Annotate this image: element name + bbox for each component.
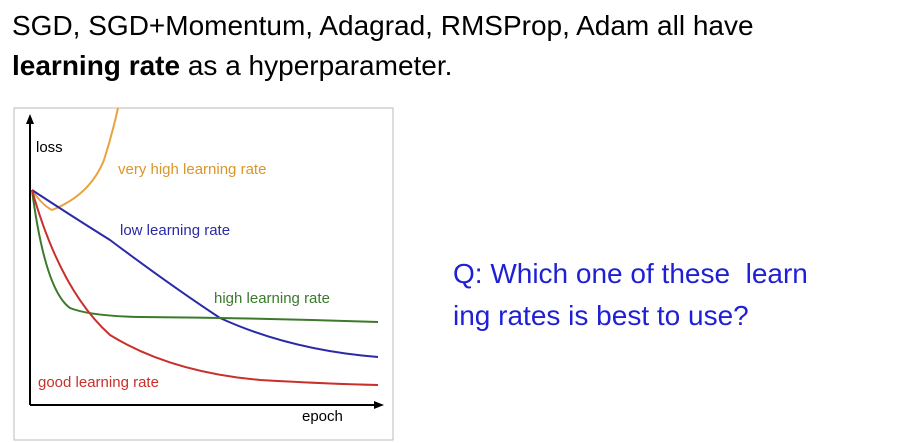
curve <box>31 189 379 323</box>
figure-frame <box>13 107 394 441</box>
header-line: SGD, SGD+Momentum, Adagrad, RMSProp, Ada… <box>12 10 754 42</box>
curve-label: very high learning rate <box>118 161 266 178</box>
curve-label: low learning rate <box>120 222 230 239</box>
header-line: learning rate as a hyperparameter. <box>12 50 452 82</box>
y-label: loss <box>36 139 63 156</box>
question-line: ing rates is best to use? <box>453 300 749 331</box>
curve-label: high learning rate <box>214 290 330 307</box>
arrow <box>26 114 34 124</box>
curve-label: good learning rate <box>38 374 159 391</box>
header-text: SGD, SGD+Momentum, Adagrad, RMSProp, Ada… <box>12 10 754 41</box>
curve <box>31 107 119 212</box>
x-label: epoch <box>302 408 343 425</box>
arrow <box>374 401 384 409</box>
curve <box>31 189 379 358</box>
header-bold: learning rate <box>12 50 181 81</box>
curve <box>31 189 379 386</box>
header-text: as a hyperparameter. <box>180 50 453 81</box>
question-line: Q: Which one of these learn <box>453 258 808 289</box>
